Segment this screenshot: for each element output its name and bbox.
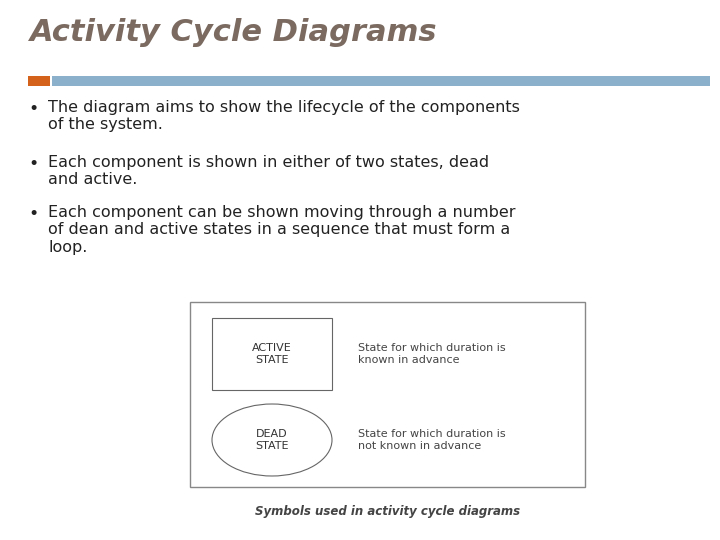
Text: State for which duration is
not known in advance: State for which duration is not known in… (358, 429, 505, 451)
Text: The diagram aims to show the lifecycle of the components
of the system.: The diagram aims to show the lifecycle o… (48, 100, 520, 132)
Text: •: • (28, 205, 38, 223)
Text: Each component is shown in either of two states, dead
and active.: Each component is shown in either of two… (48, 155, 489, 187)
Text: ACTIVE
STATE: ACTIVE STATE (252, 343, 292, 365)
Ellipse shape (212, 404, 332, 476)
FancyBboxPatch shape (28, 76, 50, 86)
Text: Activity Cycle Diagrams: Activity Cycle Diagrams (30, 18, 438, 47)
Text: Symbols used in activity cycle diagrams: Symbols used in activity cycle diagrams (255, 505, 520, 518)
FancyBboxPatch shape (212, 318, 332, 390)
Text: •: • (28, 155, 38, 173)
FancyBboxPatch shape (52, 76, 710, 86)
FancyBboxPatch shape (190, 302, 585, 487)
Text: Each component can be shown moving through a number
of dean and active states in: Each component can be shown moving throu… (48, 205, 516, 255)
Text: •: • (28, 100, 38, 118)
Text: DEAD
STATE: DEAD STATE (256, 429, 289, 451)
Text: State for which duration is
known in advance: State for which duration is known in adv… (358, 343, 505, 365)
